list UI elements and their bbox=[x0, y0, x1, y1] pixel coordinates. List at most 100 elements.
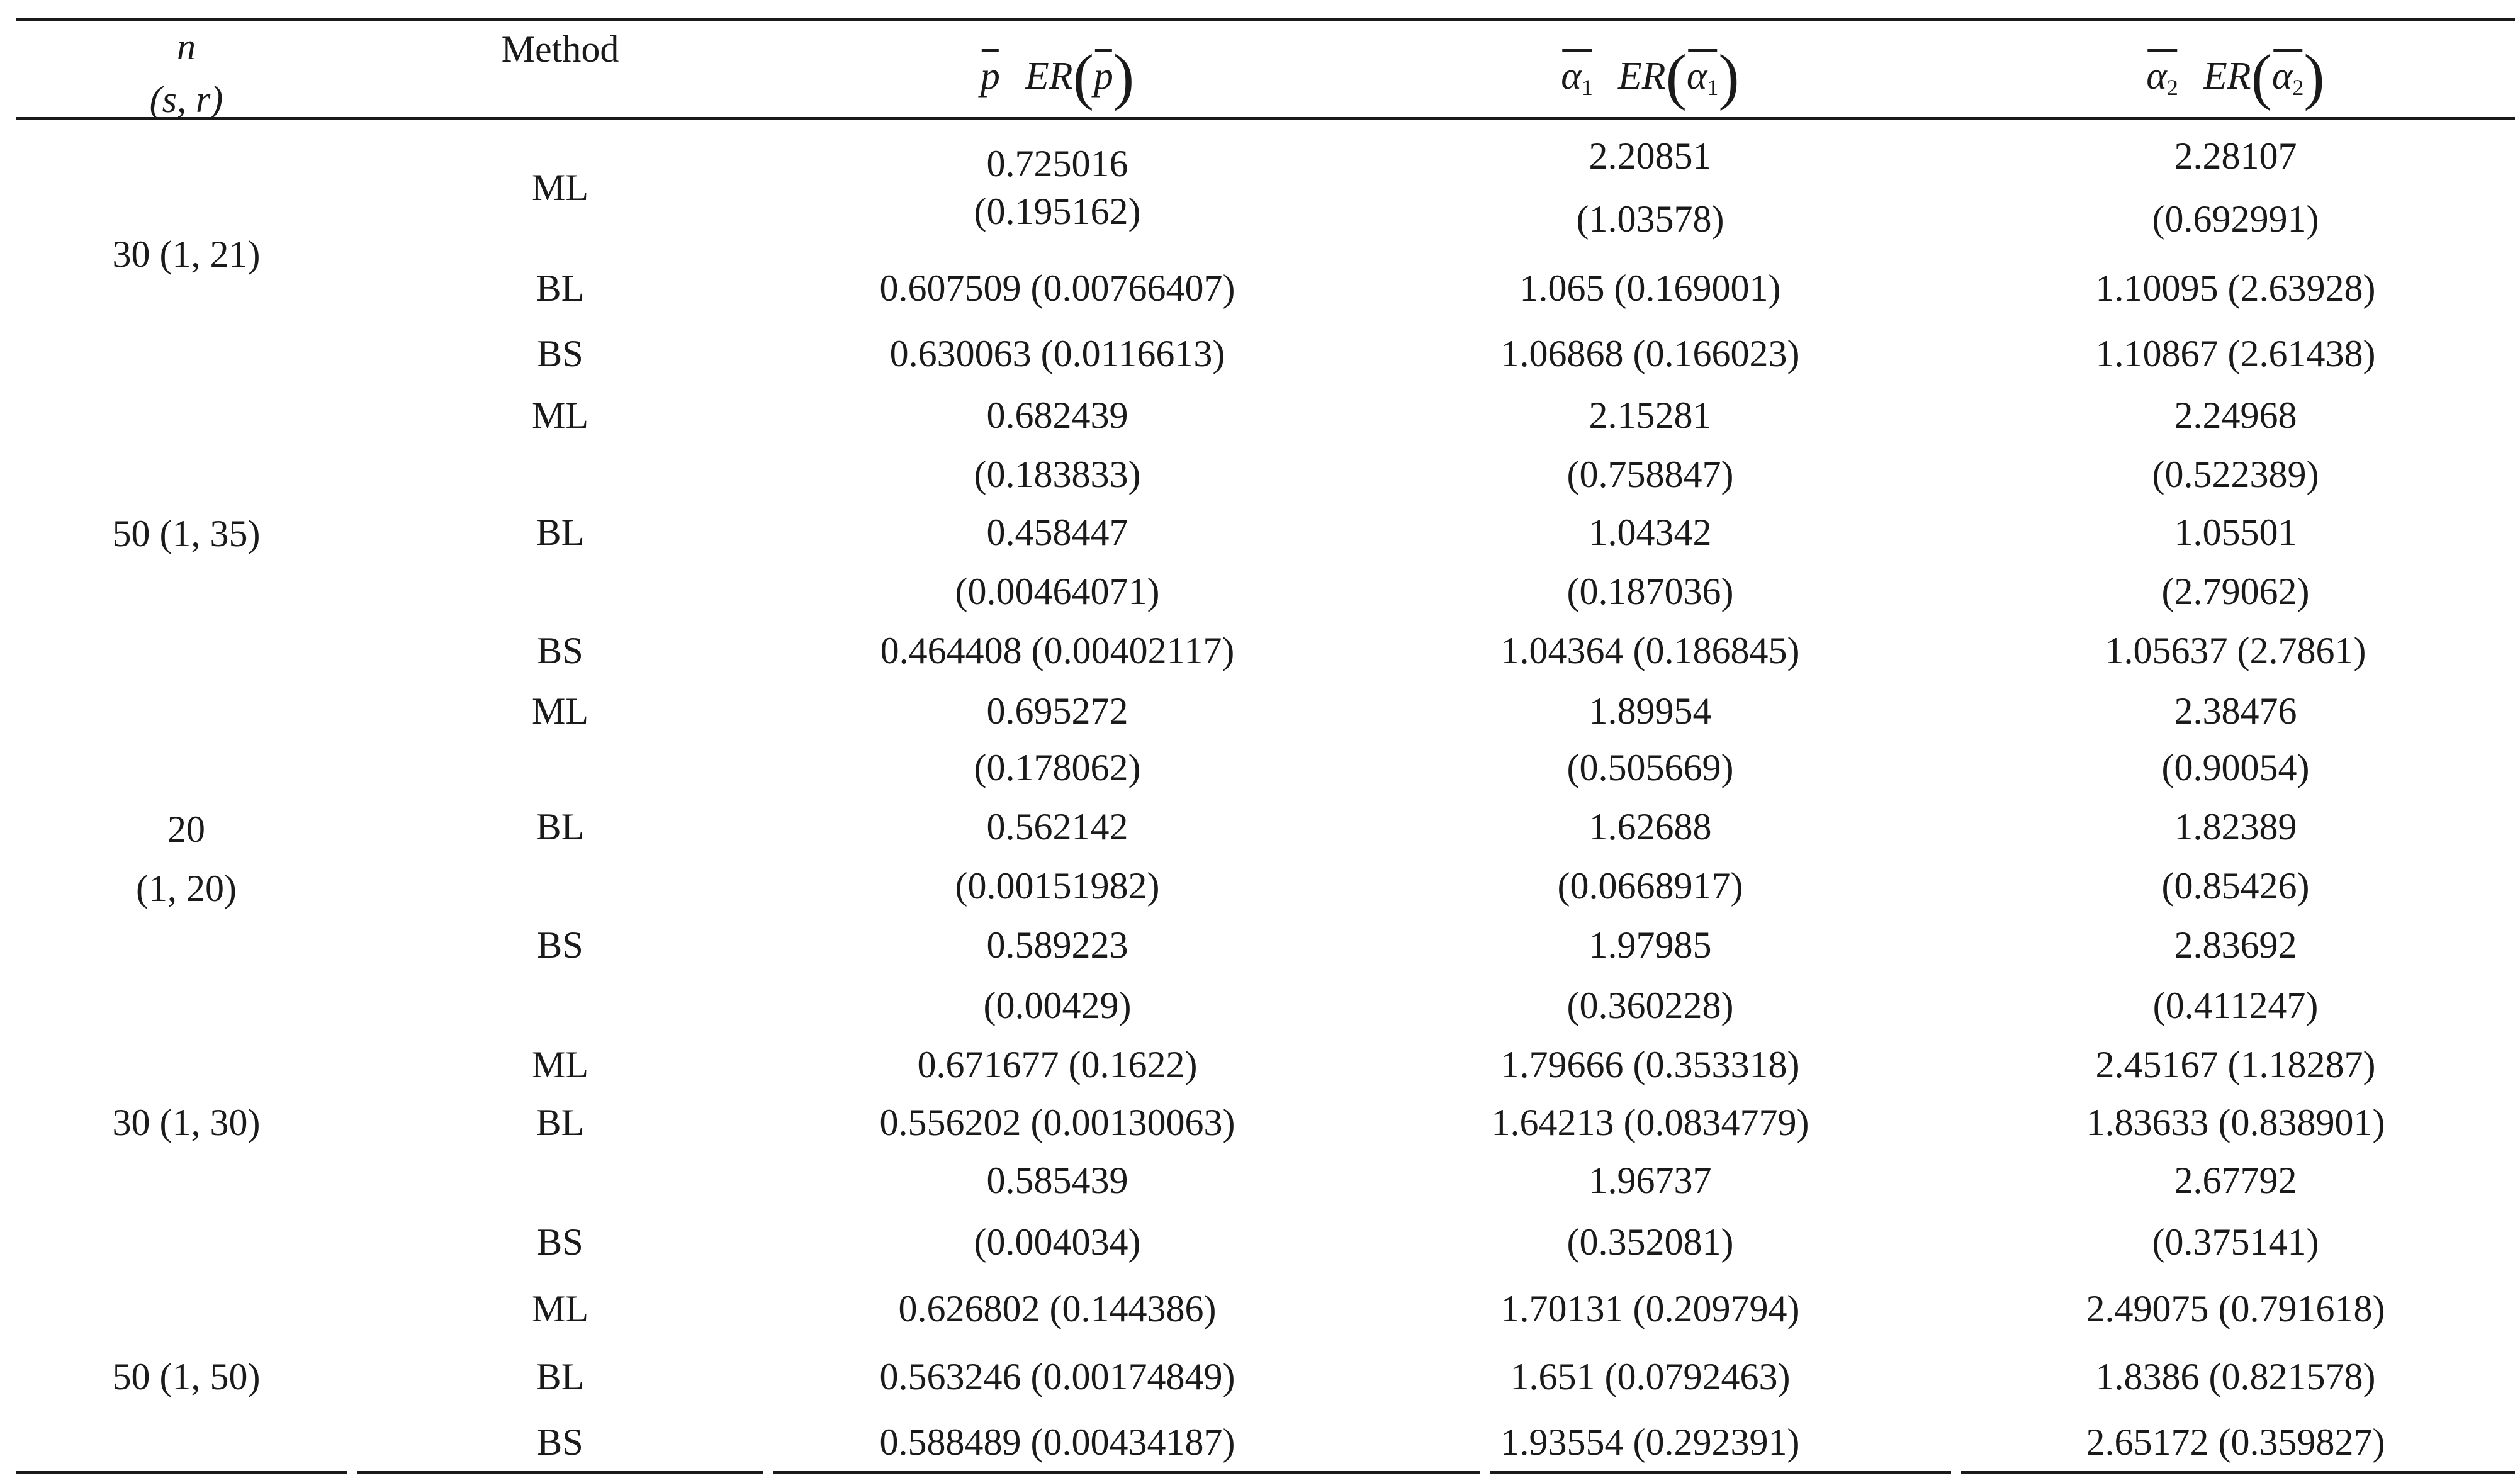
method-label: BS bbox=[537, 1221, 583, 1263]
method-label: BS bbox=[537, 1421, 583, 1463]
alpha2-error: (0.411247) bbox=[2152, 985, 2319, 1026]
p-bar-symbol: p bbox=[981, 49, 1000, 96]
header-alpha2-column: α2 ER(α2) bbox=[2146, 42, 2325, 111]
method-label: BS bbox=[537, 924, 583, 966]
alpha1-value-pair: 1.79666 (0.353318) bbox=[1500, 1044, 1800, 1085]
p-error: (0.195162) bbox=[974, 191, 1141, 232]
table-bottom-rule-segment bbox=[1490, 1471, 1951, 1474]
p-error: (0.00151982) bbox=[955, 865, 1160, 907]
header-n: n bbox=[177, 26, 196, 67]
method-label: ML bbox=[532, 395, 588, 436]
group-n-label: 30 (1, 21) bbox=[112, 233, 261, 275]
p-estimate: 0.682439 bbox=[986, 395, 1128, 436]
alpha2-error: (0.90054) bbox=[2161, 747, 2310, 788]
alpha2-error: (2.79062) bbox=[2161, 571, 2310, 612]
alpha2-error: (0.85426) bbox=[2161, 865, 2310, 907]
alpha1-error: (0.0668917) bbox=[1557, 865, 1743, 907]
alpha2-error: (0.375141) bbox=[2152, 1221, 2319, 1263]
group-s-r-label: (1, 20) bbox=[136, 868, 237, 909]
alpha1-value-pair: 1.065 (0.169001) bbox=[1519, 267, 1781, 309]
method-label: ML bbox=[532, 167, 588, 208]
method-label: ML bbox=[532, 690, 588, 732]
alpha1-error: (0.360228) bbox=[1567, 985, 1734, 1026]
alpha1-estimate: 1.04342 bbox=[1589, 512, 1712, 553]
p-estimate: 0.725016 bbox=[986, 143, 1128, 184]
alpha1-value-pair: 1.04364 (0.186845) bbox=[1500, 630, 1800, 671]
method-label: ML bbox=[532, 1288, 588, 1329]
alpha2-estimate: 2.24968 bbox=[2174, 395, 2297, 436]
alpha2-value-pair: 2.65172 (0.359827) bbox=[2086, 1421, 2385, 1463]
p-value-pair: 0.607509 (0.00766407) bbox=[879, 267, 1235, 309]
p-value-pair: 0.556202 (0.00130063) bbox=[879, 1102, 1235, 1143]
alpha1-value-pair: 1.64213 (0.0834779) bbox=[1491, 1102, 1809, 1143]
header-p-column: p ER(p) bbox=[980, 42, 1135, 111]
alpha1-bar-symbol: α1 bbox=[1561, 49, 1593, 99]
p-estimate: 0.585439 bbox=[986, 1160, 1128, 1201]
alpha1-error: (0.505669) bbox=[1567, 747, 1734, 788]
alpha2-value-pair: 1.8386 (0.821578) bbox=[2095, 1356, 2376, 1397]
table-top-rule bbox=[16, 18, 2515, 21]
alpha1-value-pair: 1.70131 (0.209794) bbox=[1500, 1288, 1800, 1329]
alpha1-estimate: 1.62688 bbox=[1589, 806, 1712, 848]
table-bottom-rule-segment bbox=[773, 1471, 1480, 1474]
alpha2-estimate: 2.83692 bbox=[2174, 924, 2297, 966]
p-error: (0.00429) bbox=[983, 985, 1132, 1026]
alpha2-error: (0.692991) bbox=[2152, 198, 2319, 240]
method-label: BL bbox=[536, 806, 585, 848]
method-label: ML bbox=[532, 1044, 588, 1085]
p-value-pair: 0.626802 (0.144386) bbox=[898, 1288, 1217, 1329]
alpha2-estimate: 1.82389 bbox=[2174, 806, 2297, 848]
table-header-rule bbox=[16, 117, 2515, 120]
method-label: BL bbox=[536, 267, 585, 309]
group-n-label: 30 (1, 30) bbox=[112, 1102, 261, 1143]
method-label: BS bbox=[537, 630, 583, 671]
header-method: Method bbox=[501, 28, 619, 70]
group-n-label: 50 (1, 50) bbox=[112, 1356, 261, 1397]
alpha2-value-pair: 1.10867 (2.61438) bbox=[2095, 333, 2376, 374]
p-estimate: 0.589223 bbox=[986, 924, 1128, 966]
p-value-pair: 0.671677 (0.1622) bbox=[917, 1044, 1198, 1085]
group-n-label: 50 (1, 35) bbox=[112, 513, 261, 554]
alpha1-error: (0.187036) bbox=[1567, 571, 1734, 612]
alpha1-estimate: 1.89954 bbox=[1589, 690, 1712, 732]
alpha1-value-pair: 1.93554 (0.292391) bbox=[1500, 1421, 1800, 1463]
alpha1-estimate: 2.15281 bbox=[1589, 395, 1712, 436]
alpha2-bar-symbol: α2 bbox=[2146, 49, 2178, 99]
header-s-r: (s, r) bbox=[149, 79, 223, 120]
alpha1-estimate: 2.20851 bbox=[1589, 135, 1712, 177]
alpha1-error: (1.03578) bbox=[1576, 198, 1724, 240]
table-bottom-rule-segment bbox=[1961, 1471, 2515, 1474]
alpha2-estimate: 2.28107 bbox=[2174, 135, 2297, 177]
p-estimate: 0.458447 bbox=[986, 512, 1128, 553]
p-value-pair: 0.464408 (0.00402117) bbox=[880, 630, 1235, 671]
alpha1-estimate: 1.97985 bbox=[1589, 924, 1712, 966]
table-bottom-rule-segment bbox=[357, 1471, 763, 1474]
group-n-label: 20 bbox=[167, 809, 205, 850]
p-estimate: 0.562142 bbox=[986, 806, 1128, 848]
method-label: BL bbox=[536, 1356, 585, 1397]
method-label: BS bbox=[537, 333, 583, 374]
alpha2-estimate: 2.67792 bbox=[2174, 1160, 2297, 1201]
p-estimate: 0.695272 bbox=[986, 690, 1128, 732]
p-error: (0.00464071) bbox=[955, 571, 1160, 612]
alpha1-value-pair: 1.06868 (0.166023) bbox=[1500, 333, 1800, 374]
method-label: BL bbox=[536, 1102, 585, 1143]
alpha2-value-pair: 2.45167 (1.18287) bbox=[2095, 1044, 2376, 1085]
p-value-pair: 0.563246 (0.00174849) bbox=[879, 1356, 1235, 1397]
alpha2-error: (0.522389) bbox=[2152, 454, 2319, 495]
table-bottom-rule-segment bbox=[16, 1471, 347, 1474]
method-label: BL bbox=[536, 512, 585, 553]
alpha2-estimate: 2.38476 bbox=[2174, 690, 2297, 732]
alpha2-value-pair: 1.05637 (2.7861) bbox=[2105, 630, 2366, 671]
p-value-pair: 0.588489 (0.00434187) bbox=[879, 1421, 1235, 1463]
alpha2-value-pair: 1.83633 (0.838901) bbox=[2086, 1102, 2385, 1143]
p-error: (0.004034) bbox=[974, 1221, 1141, 1263]
alpha1-error: (0.758847) bbox=[1567, 454, 1734, 495]
p-value-pair: 0.630063 (0.0116613) bbox=[889, 333, 1225, 374]
alpha1-value-pair: 1.651 (0.0792463) bbox=[1510, 1356, 1791, 1397]
alpha1-estimate: 1.96737 bbox=[1589, 1160, 1712, 1201]
alpha1-error: (0.352081) bbox=[1567, 1221, 1734, 1263]
alpha2-value-pair: 1.10095 (2.63928) bbox=[2095, 267, 2376, 309]
header-alpha1-column: α1 ER(α1) bbox=[1561, 42, 1740, 111]
